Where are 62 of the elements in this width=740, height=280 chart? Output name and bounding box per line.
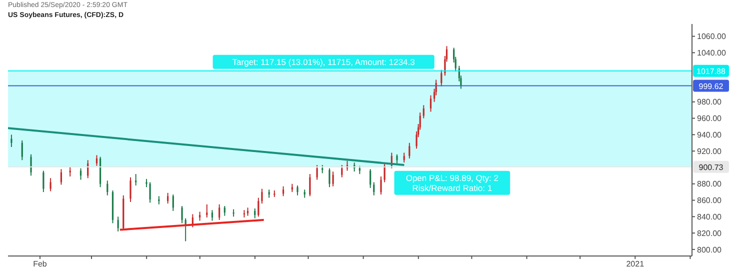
candlestick	[282, 186, 284, 197]
callout-box: Target: 117.15 (13.01%), 11715, Amount: 1234.3	[212, 54, 434, 69]
y-tick-label: 820.00	[697, 228, 722, 238]
candlestick	[21, 140, 23, 161]
callout-box: Open P&L: 98.89, Qty: 2 Risk/Reward Ratio: 1	[394, 170, 510, 195]
candlestick	[106, 180, 108, 196]
candlestick	[332, 171, 334, 187]
candlestick	[42, 170, 44, 193]
candlestick	[218, 204, 220, 220]
candlestick	[30, 154, 32, 176]
candlestick	[50, 178, 52, 192]
candlestick	[403, 152, 405, 164]
ref-line-label: 999.62	[698, 82, 724, 91]
y-tick-label: 880.00	[697, 180, 722, 189]
candlestick	[69, 166, 71, 177]
candlestick	[130, 176, 132, 202]
candlestick	[370, 168, 372, 188]
candlestick	[149, 182, 151, 204]
ref-line-label: 900.73	[698, 162, 724, 172]
candlestick	[316, 164, 318, 180]
candlestick	[135, 174, 137, 186]
candlestick	[373, 182, 375, 196]
annotation: Open P&L: 98.89, Qty: 2	[406, 172, 499, 183]
candlestick	[309, 174, 311, 197]
candlestick	[60, 168, 62, 186]
ref-line-label: 1017.88	[696, 66, 726, 76]
x-tick-label: Feb	[33, 260, 48, 269]
y-tick-label: 1040.00	[697, 48, 726, 58]
candlestick	[117, 216, 119, 232]
candlestick	[10, 134, 12, 148]
annotation: Target: 117.15 (13.01%), 11715, Amount: 1234.3	[232, 56, 416, 67]
candlestick	[408, 142, 410, 159]
candlestick	[380, 176, 382, 196]
candlestick	[341, 164, 343, 178]
candlestick	[261, 188, 263, 204]
candlestick	[430, 94, 432, 112]
y-tick-label: 980.00	[697, 98, 722, 107]
candlestick	[181, 205, 183, 224]
y-tick-label: 800.00	[697, 245, 722, 254]
candlestick	[80, 168, 82, 180]
y-tick-label: 960.00	[697, 114, 722, 124]
y-tick-label: 860.00	[697, 196, 722, 206]
x-tick-label: 2021	[626, 260, 645, 269]
y-tick-label: 1060.00	[697, 32, 726, 42]
y-tick-label: 840.00	[697, 212, 722, 222]
candlestick	[224, 205, 226, 216]
candlestick	[440, 69, 442, 87]
candlestick	[254, 208, 256, 219]
annotation: Risk/Reward Ratio: 1	[412, 182, 492, 193]
candlestick	[172, 194, 174, 212]
candlestick	[296, 185, 298, 196]
candlestick	[206, 204, 208, 218]
candlestick	[198, 211, 201, 222]
candlestick	[328, 168, 330, 188]
candlestick	[258, 197, 260, 218]
candlestick	[396, 154, 398, 164]
candlestick	[167, 192, 169, 204]
candlestick	[96, 154, 98, 166]
y-tick-label: 940.00	[697, 130, 722, 140]
candlestick	[422, 104, 424, 119]
candlestick	[211, 210, 214, 222]
y-tick-label: 920.00	[697, 146, 722, 156]
